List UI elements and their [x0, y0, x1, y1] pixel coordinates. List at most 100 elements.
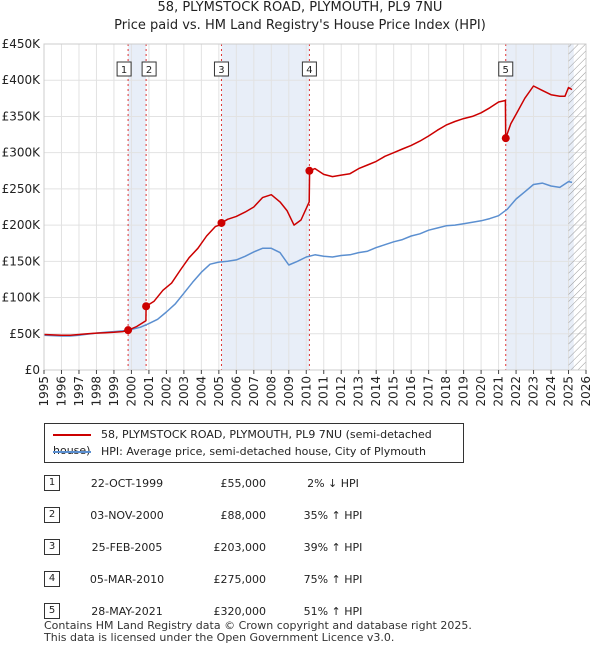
- x-tick-label: 2001: [142, 376, 156, 407]
- hpi-line: [43, 180, 573, 337]
- x-tick-label: 2021: [492, 376, 506, 407]
- legend-property-swatch: [53, 434, 91, 436]
- x-tick-label: 2011: [317, 376, 331, 407]
- sale-number-box: [213, 61, 229, 77]
- x-tick-label: 2007: [247, 376, 261, 407]
- table-row: 2 03-NOV-2000 £88,000 35% ↑ HPI: [0, 507, 600, 527]
- row-number-badge: 3: [44, 539, 60, 555]
- sale-point: [142, 302, 151, 311]
- sale-number-label: 4: [306, 65, 312, 76]
- x-tick-label: 2012: [334, 376, 348, 407]
- x-tick-label: 2025: [562, 376, 576, 407]
- x-tick-label: 2026: [579, 376, 593, 407]
- table-row: 3 25-FEB-2005 £203,000 39% ↑ HPI: [0, 539, 600, 559]
- shaded-period: [221, 44, 310, 370]
- table-row: 5 28-MAY-2021 £320,000 51% ↑ HPI: [0, 603, 600, 623]
- row-hpi-change: 75% ↑ HPI: [303, 573, 363, 586]
- sale-number-box: [498, 61, 514, 77]
- table-row: 4 05-MAR-2010 £275,000 75% ↑ HPI: [0, 571, 600, 591]
- x-tick-label: 1998: [89, 376, 103, 407]
- x-tick-label: 2024: [544, 376, 558, 407]
- y-tick-label: £300K: [2, 146, 42, 160]
- legend-hpi-swatch: [53, 451, 91, 453]
- y-tick-label: £350K: [2, 109, 42, 123]
- sale-point: [501, 134, 510, 143]
- property-price-line: [43, 85, 573, 336]
- y-tick-label: £250K: [2, 182, 42, 196]
- x-tick-label: 2014: [369, 376, 383, 407]
- x-tick-label: 2022: [509, 376, 523, 407]
- x-tick-label: 2016: [404, 376, 418, 407]
- row-date: 03-NOV-2000: [90, 509, 164, 522]
- row-date: 22-OCT-1999: [90, 477, 164, 490]
- sale-number-box: [141, 61, 157, 77]
- row-date: 28-MAY-2021: [91, 605, 163, 618]
- sale-number-box: [116, 61, 132, 77]
- sale-point: [305, 166, 314, 175]
- row-price: £320,000: [213, 605, 267, 618]
- x-tick-label: 2010: [299, 376, 313, 407]
- row-hpi-change: 35% ↑ HPI: [303, 509, 363, 522]
- y-tick-label: £450K: [2, 37, 42, 51]
- sale-point: [217, 218, 226, 227]
- row-number-badge: 4: [44, 571, 60, 587]
- sale-number-label: 3: [218, 65, 224, 76]
- x-tick-label: 2000: [124, 376, 138, 407]
- row-price: £55,000: [220, 477, 267, 490]
- x-tick-label: 2015: [387, 376, 401, 407]
- row-hpi-change: 2% ↓ HPI: [307, 477, 359, 490]
- forecast-hatch: [568, 44, 586, 370]
- row-number-badge: 1: [44, 475, 60, 491]
- price-chart: 1 2 3 4 5 £0 £50K £100K £150K £200K £250K £300K £35…: [2, 37, 593, 407]
- legend-item-property: 58, PLYMSTOCK ROAD, PLYMOUTH, PL9 7NU (s…: [53, 427, 463, 457]
- x-tick-label: 2002: [159, 376, 173, 407]
- x-tick-label: 2004: [194, 376, 208, 407]
- x-tick-label: 1996: [54, 376, 68, 407]
- plot-frame: [43, 43, 587, 371]
- row-hpi-change: 39% ↑ HPI: [303, 541, 363, 554]
- y-tick-label: £50K: [9, 327, 41, 341]
- row-price: £275,000: [213, 573, 267, 586]
- chart-subtitle: Price paid vs. HM Land Registry's House …: [114, 18, 486, 33]
- x-tick-label: 2003: [177, 376, 191, 407]
- y-tick-label: £100K: [2, 291, 42, 305]
- legend-property-label: 58, PLYMSTOCK ROAD, PLYMOUTH, PL9 7NU (s…: [53, 428, 432, 457]
- sale-number-box: [301, 61, 317, 77]
- sale-number-label: 1: [121, 65, 127, 76]
- x-tick-label: 2013: [352, 376, 366, 407]
- footer: Contains HM Land Registry data © Crown c…: [44, 620, 472, 644]
- chart-title: 58, PLYMSTOCK ROAD, PLYMOUTH, PL9 7NU: [157, 0, 443, 15]
- x-tick-label: 2023: [527, 376, 541, 407]
- legend: 58, PLYMSTOCK ROAD, PLYMOUTH, PL9 7NU (s…: [44, 423, 464, 463]
- x-tick-label: 1997: [72, 376, 86, 407]
- row-price: £203,000: [213, 541, 267, 554]
- row-price: £88,000: [220, 509, 267, 522]
- shaded-period: [505, 44, 574, 370]
- x-tick-label: 2005: [212, 376, 226, 407]
- legend-hpi-label: HPI: Average price, semi-detached house,…: [101, 445, 426, 458]
- shaded-period: [128, 44, 147, 370]
- y-tick-label: £400K: [2, 73, 42, 87]
- x-tick-label: 2020: [474, 376, 488, 407]
- footer-copyright: Contains HM Land Registry data © Crown c…: [44, 619, 472, 632]
- y-tick-label: £150K: [2, 254, 42, 268]
- legend-item-hpi: HPI: Average price, semi-detached house,…: [53, 444, 426, 460]
- x-tick-label: 2019: [457, 376, 471, 407]
- y-tick-label: £200K: [2, 218, 42, 232]
- row-date: 05-MAR-2010: [89, 573, 165, 586]
- x-tick-label: 1999: [107, 376, 121, 407]
- x-tick-label: 2008: [264, 376, 278, 407]
- x-tick-label: 2018: [439, 376, 453, 407]
- table-row: 1 22-OCT-1999 £55,000 2% ↓ HPI: [0, 475, 600, 495]
- y-tick-label: £0: [25, 363, 40, 377]
- sale-number-label: 2: [146, 65, 152, 76]
- sale-point: [124, 326, 133, 335]
- row-date: 25-FEB-2005: [91, 541, 163, 554]
- x-tick-label: 2006: [229, 376, 243, 407]
- sale-number-label: 5: [503, 65, 509, 76]
- row-number-badge: 5: [44, 603, 60, 619]
- x-tick-label: 2017: [422, 376, 436, 407]
- row-hpi-change: 51% ↑ HPI: [303, 605, 363, 618]
- x-tick-label: 1995: [37, 376, 51, 407]
